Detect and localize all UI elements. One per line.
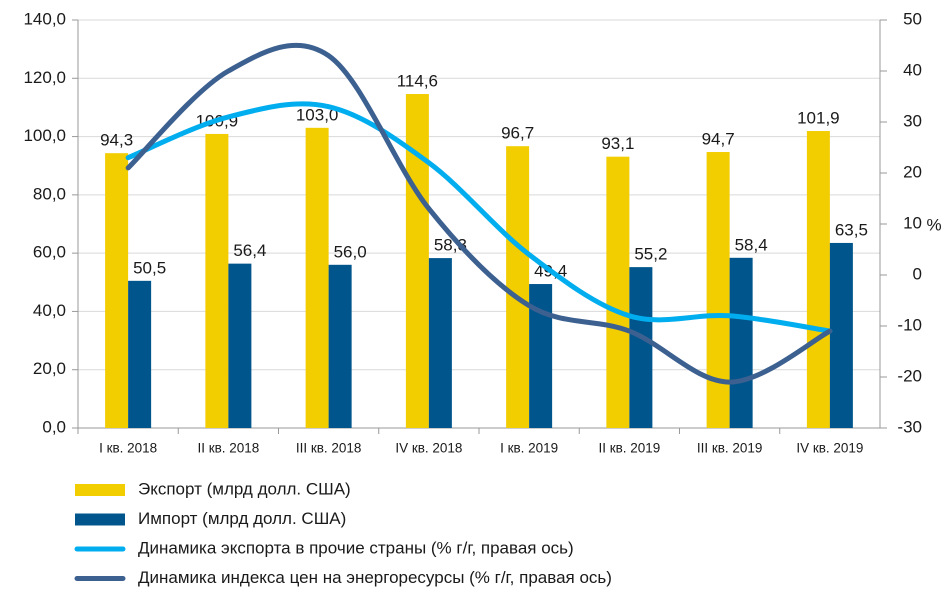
y2-tick-label: 40 xyxy=(903,60,922,79)
bar xyxy=(228,263,252,428)
y2-axis-label: % xyxy=(926,215,941,234)
bar xyxy=(629,267,653,428)
data-label: 96,7 xyxy=(501,124,534,143)
legend-label: Динамика индекса цен на энергоресурсы (%… xyxy=(138,568,612,587)
data-label: 94,3 xyxy=(100,131,133,150)
x-tick-label: II кв. 2018 xyxy=(197,441,259,456)
data-label: 114,6 xyxy=(397,72,438,91)
bar xyxy=(105,153,129,428)
y2-tick-label: 30 xyxy=(903,111,922,130)
data-label: 101,9 xyxy=(797,109,840,128)
y-tick-label: 80,0 xyxy=(33,184,66,203)
y2-tick-label: 20 xyxy=(903,162,922,181)
y2-tick-label: -30 xyxy=(897,417,922,436)
data-label: 56,0 xyxy=(334,242,367,261)
y2-tick-label: 50 xyxy=(903,9,922,28)
x-tick-label: II кв. 2019 xyxy=(598,441,660,456)
bar xyxy=(506,146,530,428)
line xyxy=(125,101,833,334)
x-tick-label: IV кв. 2018 xyxy=(395,441,462,456)
data-label: 103,0 xyxy=(296,105,339,124)
bar xyxy=(829,242,853,428)
y-tick-label: 60,0 xyxy=(33,243,66,262)
x-tick-label: I кв. 2019 xyxy=(500,441,558,456)
y2-tick-label: -20 xyxy=(897,366,922,385)
y2-tick-label: 10 xyxy=(903,213,922,232)
data-label: 56,4 xyxy=(233,241,266,260)
bar xyxy=(428,258,452,428)
legend-label: Динамика экспорта в прочие страны (% г/г… xyxy=(138,538,574,557)
bar xyxy=(529,284,553,428)
bar xyxy=(706,152,730,428)
x-tick-label: IV кв. 2019 xyxy=(796,441,863,456)
data-label: 50,5 xyxy=(133,258,166,277)
y-tick-label: 0,0 xyxy=(42,417,66,436)
data-label: 93,1 xyxy=(601,134,634,153)
bar xyxy=(205,133,229,428)
bar xyxy=(606,156,630,428)
x-tick-label: III кв. 2019 xyxy=(697,441,763,456)
bar xyxy=(729,257,753,428)
legend-swatch xyxy=(75,513,125,526)
data-label: 63,5 xyxy=(835,220,868,239)
bar xyxy=(328,264,352,428)
legend-swatch xyxy=(75,484,125,496)
bar xyxy=(128,280,152,428)
y-tick-label: 120,0 xyxy=(23,68,66,87)
bar xyxy=(405,94,429,428)
y2-tick-label: 0 xyxy=(913,264,922,283)
y2-tick-label: -10 xyxy=(897,315,922,334)
data-label: 55,2 xyxy=(634,245,667,264)
x-tick-label: III кв. 2018 xyxy=(296,441,362,456)
data-label: 94,7 xyxy=(702,130,735,149)
bar xyxy=(806,131,830,428)
legend-label: Импорт (млрд долл. США) xyxy=(138,509,346,528)
legend-label: Экспорт (млрд долл. США) xyxy=(138,479,351,498)
y-tick-label: 100,0 xyxy=(23,126,66,145)
bar xyxy=(305,127,329,428)
line xyxy=(125,42,833,385)
y-tick-label: 40,0 xyxy=(33,301,66,320)
data-label: 58,4 xyxy=(735,235,768,254)
y-tick-label: 20,0 xyxy=(33,359,66,378)
y-tick-label: 140,0 xyxy=(23,9,66,28)
x-tick-label: I кв. 2018 xyxy=(99,441,157,456)
